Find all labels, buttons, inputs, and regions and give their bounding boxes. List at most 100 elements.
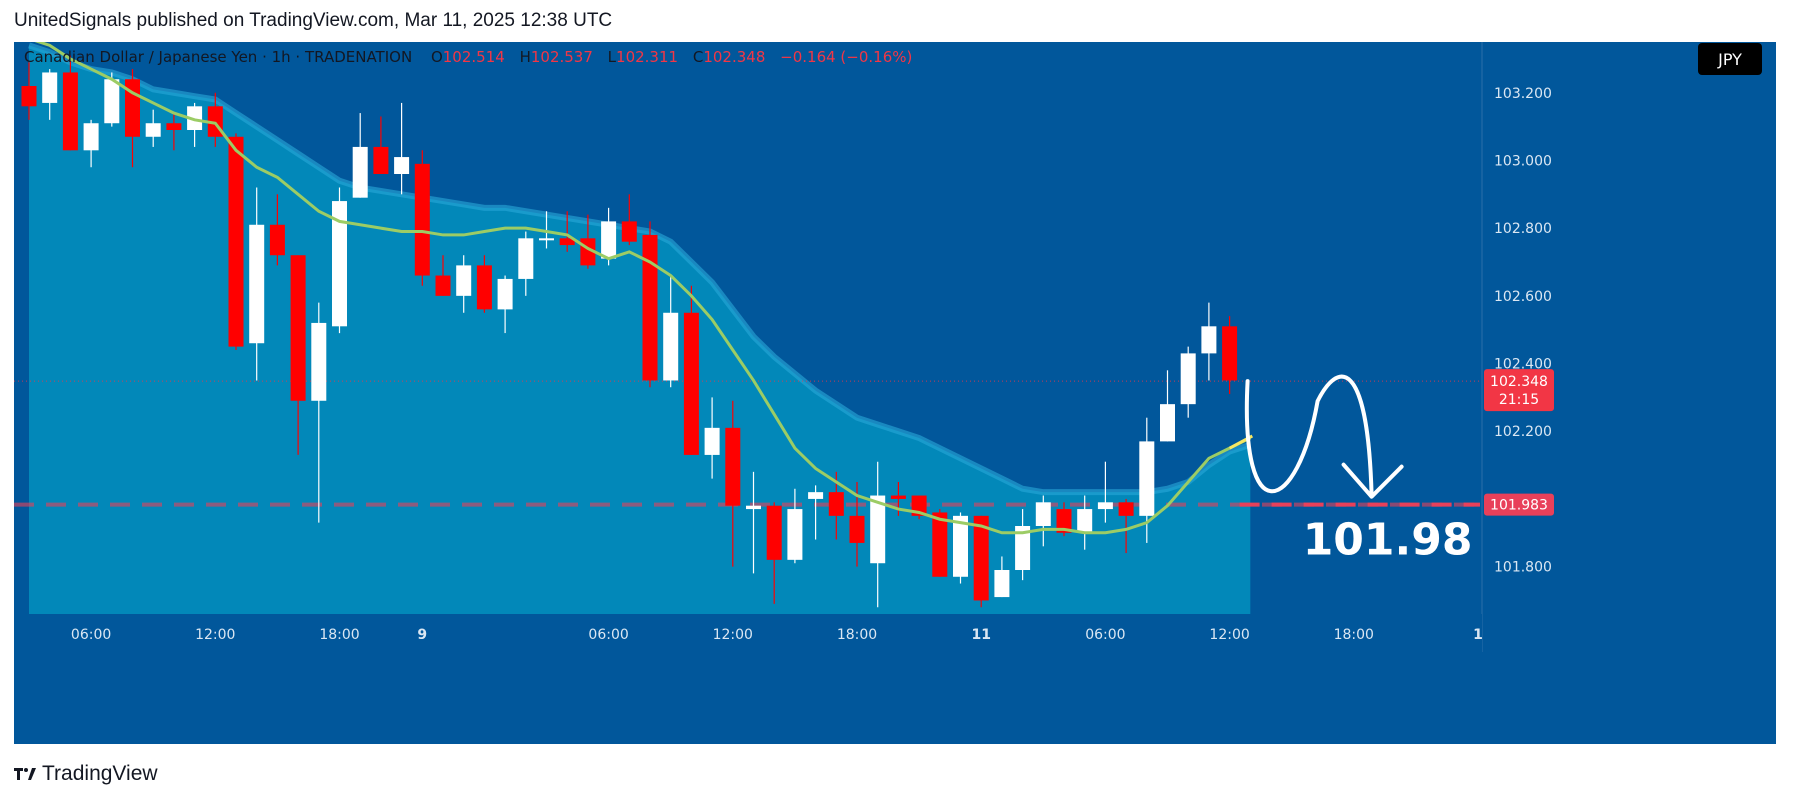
candle-body	[1201, 326, 1217, 354]
current-price-value: 102.348	[1490, 374, 1548, 390]
projection-layer: 101.98	[1244, 374, 1473, 566]
candle	[1201, 302, 1217, 381]
y-axis-bg	[1482, 42, 1776, 652]
candle-body	[1077, 509, 1093, 533]
candle	[518, 231, 534, 296]
candle-body	[890, 495, 906, 499]
target-label: 101.98	[1303, 515, 1473, 566]
candle-body	[828, 492, 844, 516]
price-chart[interactable]: 101.98 101.800 102.200 102.400 102.600 102.8…	[14, 37, 1776, 744]
candle-body	[1035, 502, 1051, 526]
candle-body	[870, 495, 886, 564]
x-tick-label: 06:00	[1085, 627, 1125, 643]
candle	[187, 102, 203, 147]
candle	[953, 512, 968, 584]
candle	[766, 502, 782, 604]
y-tick-label: 102.600	[1494, 289, 1552, 305]
candle-body	[601, 221, 617, 259]
candle-body	[166, 123, 182, 130]
candle	[394, 102, 410, 195]
y-tick-label: 102.400	[1494, 357, 1552, 373]
x-axis[interactable]: 06:00 12:00 18:00 9 06:00 12:00 18:00 11 06:00 12…	[14, 614, 1483, 652]
current-price-badge	[1484, 369, 1554, 412]
candle-body	[332, 201, 347, 327]
target-price-badge	[1484, 493, 1554, 516]
candle	[1077, 495, 1093, 550]
candle	[435, 255, 451, 296]
candle-body	[228, 136, 244, 347]
candle-body	[621, 221, 637, 242]
x-tick-label: 18:00	[319, 627, 359, 643]
candle-body	[1097, 502, 1113, 510]
candle	[497, 275, 513, 334]
candle	[62, 55, 78, 151]
candle-body	[725, 427, 741, 506]
candle-body	[683, 312, 699, 455]
y-axis[interactable]: 101.800 102.200 102.400 102.600 102.800 103.0…	[1481, 42, 1776, 652]
candle-body	[973, 515, 989, 601]
candle	[228, 133, 244, 350]
candle-body	[62, 72, 78, 151]
candle	[683, 285, 699, 455]
area-fill	[29, 45, 1251, 614]
candle	[249, 187, 265, 381]
candle	[642, 221, 658, 388]
candle	[373, 116, 389, 174]
chart-svg[interactable]: 101.98 101.800 102.200 102.400 102.600 102.8…	[14, 37, 1776, 744]
candle	[83, 119, 99, 168]
y-tick-label: 102.200	[1494, 424, 1552, 440]
candle-body	[476, 265, 492, 310]
currency-badge[interactable]: JPY	[1717, 50, 1742, 69]
y-tick-label: 102.800	[1494, 221, 1552, 237]
candle-body	[1118, 502, 1134, 516]
x-tick-label: 18:00	[837, 627, 877, 643]
legend-high-value: 102.537	[531, 48, 593, 66]
candle	[104, 72, 120, 127]
candle-body	[394, 157, 410, 174]
candle-body	[269, 224, 285, 256]
candles-layer	[21, 55, 1238, 608]
x-tick-label: 11	[971, 627, 990, 643]
currency-badge-bg[interactable]	[1698, 43, 1762, 75]
candle	[994, 556, 1010, 598]
candle-body	[808, 492, 824, 499]
candle-body	[187, 106, 203, 130]
legend-low-value: 102.311	[616, 48, 678, 66]
candle-body	[994, 570, 1010, 598]
candle	[663, 275, 679, 388]
candle-body	[704, 427, 720, 455]
candle	[1035, 495, 1051, 547]
x-axis-bg	[14, 614, 1482, 652]
candle	[414, 150, 430, 286]
y-tick-label: 101.800	[1494, 560, 1552, 576]
candle-body	[1222, 326, 1238, 381]
candle	[539, 211, 554, 249]
candle	[476, 255, 492, 313]
candle	[870, 461, 886, 608]
area-layer	[28, 42, 1252, 614]
candle-body	[145, 123, 161, 137]
candle-body	[932, 512, 948, 577]
candle	[1097, 461, 1113, 523]
candle-body	[21, 86, 37, 107]
legend-open-value: 102.514	[443, 48, 505, 66]
candle-body	[497, 278, 513, 310]
candle-body	[311, 322, 327, 401]
publisher-header: UnitedSignals published on TradingView.c…	[14, 10, 613, 31]
candle-body	[1139, 441, 1155, 516]
candle-body	[787, 509, 803, 560]
candle	[42, 69, 58, 120]
candle	[746, 471, 761, 574]
x-tick-label: 06:00	[71, 627, 111, 643]
candle	[352, 113, 368, 198]
candle-body	[373, 146, 389, 174]
candle	[725, 400, 741, 567]
candle-body	[1015, 526, 1031, 570]
y-tick-label: 103.200	[1494, 86, 1552, 102]
legend-low-label: L	[608, 48, 617, 66]
legend-close-value: 102.348	[703, 48, 765, 66]
candle	[1118, 498, 1134, 554]
candle-body	[352, 146, 368, 198]
x-tick-label: 12:00	[713, 627, 753, 643]
tradingview-brand: TradingView	[42, 762, 158, 785]
